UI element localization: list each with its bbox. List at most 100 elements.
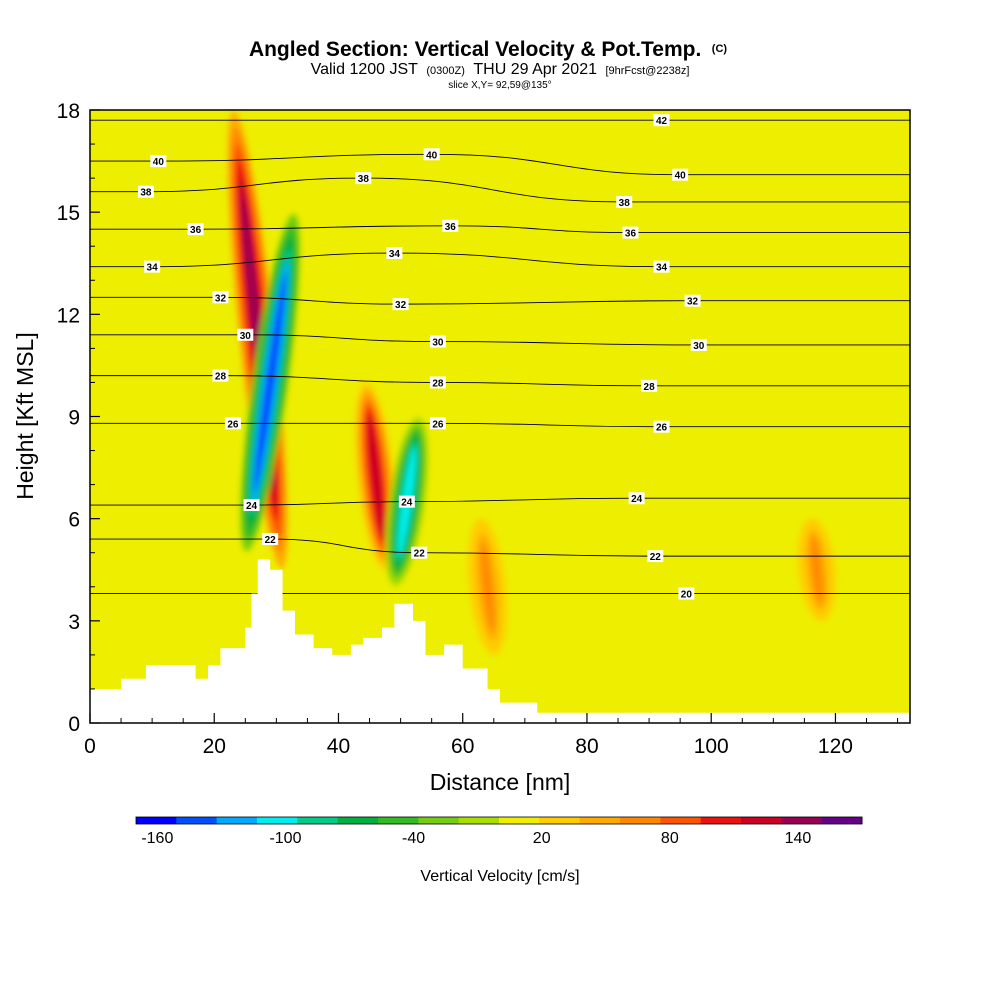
contour-label-text: 34 <box>147 263 159 274</box>
x-tick-label: 80 <box>575 735 598 758</box>
colorbar-tick-label: 140 <box>785 830 812 847</box>
contour-label: 22 <box>411 546 428 560</box>
contour-label: 38 <box>616 195 633 209</box>
updraft-core <box>355 382 397 570</box>
svg-text:Valid 1200 JST (0300Z): Valid 1200 JST (0300Z) THU 29 Apr 2021 [… <box>311 61 690 78</box>
updraft-core <box>798 518 836 621</box>
chart-title: Angled Section: Vertical Velocity & Pot.… <box>249 38 701 61</box>
contour-label: 30 <box>237 328 254 342</box>
colorbar-swatch <box>297 817 339 824</box>
velocity-field <box>227 111 836 655</box>
contour-label: 34 <box>653 260 670 274</box>
colorbar: -160 -100 -40 20 80 140 <box>135 816 863 847</box>
contour-label: 24 <box>398 495 415 509</box>
svg-text:Angled Section: Vertical Veloc: Angled Section: Vertical Velocity & Pot.… <box>249 38 727 61</box>
contour-label-text: 20 <box>681 590 693 601</box>
contour-label-text: 26 <box>656 423 668 434</box>
contour-label: 36 <box>187 223 204 236</box>
colorbar-swatch <box>741 817 782 824</box>
contour-label: 34 <box>386 247 403 260</box>
contour-label-text: 24 <box>401 498 413 509</box>
contour-label-text: 40 <box>153 157 165 168</box>
contour-label-text: 26 <box>227 419 239 430</box>
contour-label: 42 <box>653 114 670 127</box>
valid-time-prefix: Valid 1200 JST <box>311 61 419 78</box>
x-tick-label: 120 <box>818 735 853 758</box>
isotherm-32 <box>90 296 910 305</box>
colorbar-swatch <box>136 817 177 824</box>
contour-label-text: 38 <box>140 188 152 199</box>
y-tick-label: 12 <box>57 304 80 327</box>
colorbar-swatch <box>579 817 621 824</box>
y-axis-label: Height [Kft MSL] <box>12 332 38 499</box>
contour-label: 34 <box>144 260 161 274</box>
terrain-mask <box>90 559 910 723</box>
colorbar-swatch <box>499 817 540 824</box>
colorbar-tick-label: -100 <box>269 830 301 847</box>
contour-label-text: 28 <box>432 378 444 389</box>
contour-label: 26 <box>653 420 670 434</box>
plot-area: 40 38 36 34 32 30 28 26 24 22 40 38 36 34 32 30 28 26 24 22… <box>90 110 910 723</box>
colorbar-swatch <box>539 817 581 824</box>
isotherm-28 <box>90 375 910 387</box>
contour-label: 32 <box>392 298 409 311</box>
y-tick-label: 0 <box>68 713 80 736</box>
updraft-band <box>811 536 823 603</box>
contour-label-text: 36 <box>625 229 637 240</box>
chart-title-mark: (C) <box>712 43 728 55</box>
colorbar-label: Vertical Velocity [cm/s] <box>420 868 579 885</box>
contour-label-text: 22 <box>414 549 426 560</box>
contour-label: 32 <box>684 294 701 308</box>
contour-label: 28 <box>429 376 446 389</box>
x-axis-label: Distance [nm] <box>430 769 571 795</box>
contour-label-text: 22 <box>265 535 277 546</box>
contour-label: 28 <box>212 369 229 383</box>
colorbar-swatch <box>378 817 419 824</box>
chart-title-group: Angled Section: Vertical Velocity & Pot.… <box>249 38 727 91</box>
contour-label-text: 22 <box>650 552 662 563</box>
contour-label: 40 <box>423 148 440 161</box>
contour-label-text: 34 <box>389 249 401 260</box>
contour-label-text: 34 <box>656 263 668 274</box>
y-tick-label: 18 <box>57 100 80 123</box>
contour-label: 40 <box>672 168 689 182</box>
slice-info: slice X,Y= 92,59@135° <box>448 80 551 91</box>
colorbar-tick-label: 20 <box>533 830 551 847</box>
contour-label-text: 38 <box>619 198 631 209</box>
contour-label-text: 42 <box>656 116 668 127</box>
y-tick-label: 15 <box>57 202 80 225</box>
contour-label: 22 <box>262 533 279 546</box>
contour-label: 26 <box>224 417 241 430</box>
contour-label: 22 <box>647 550 664 563</box>
contour-label-text: 36 <box>190 225 202 236</box>
y-tick-label: 6 <box>68 509 80 532</box>
contour-label: 28 <box>641 379 658 393</box>
contour-label-text: 24 <box>631 494 643 505</box>
contour-label-text: 26 <box>432 419 444 430</box>
contour-label-text: 32 <box>687 297 699 308</box>
contour-label-text: 32 <box>395 300 407 311</box>
contour-label-text: 30 <box>240 331 252 342</box>
updraft-band <box>481 542 495 631</box>
contour-label-text: 30 <box>432 338 444 349</box>
isotherm-26 <box>90 422 910 428</box>
isotherm-24 <box>90 497 910 506</box>
isotherm-22 <box>90 538 910 557</box>
contour-label-text: 40 <box>675 171 687 182</box>
colorbar-swatch <box>337 817 379 824</box>
contour-label: 24 <box>628 492 645 505</box>
contour-label: 36 <box>622 226 639 240</box>
updraft-core <box>468 519 507 655</box>
valid-date: THU 29 Apr 2021 <box>473 61 597 78</box>
x-tick-label: 20 <box>203 735 226 758</box>
colorbar-swatch <box>781 817 823 824</box>
contour-label: 30 <box>429 335 446 349</box>
isotherm-36 <box>90 225 910 234</box>
contour-label: 32 <box>212 291 229 304</box>
downdraft-band <box>254 272 287 493</box>
y-tick-label: 3 <box>68 611 80 634</box>
contour-label: 38 <box>137 185 154 199</box>
contour-label: 40 <box>150 155 167 168</box>
contour-label-text: 28 <box>644 382 656 393</box>
